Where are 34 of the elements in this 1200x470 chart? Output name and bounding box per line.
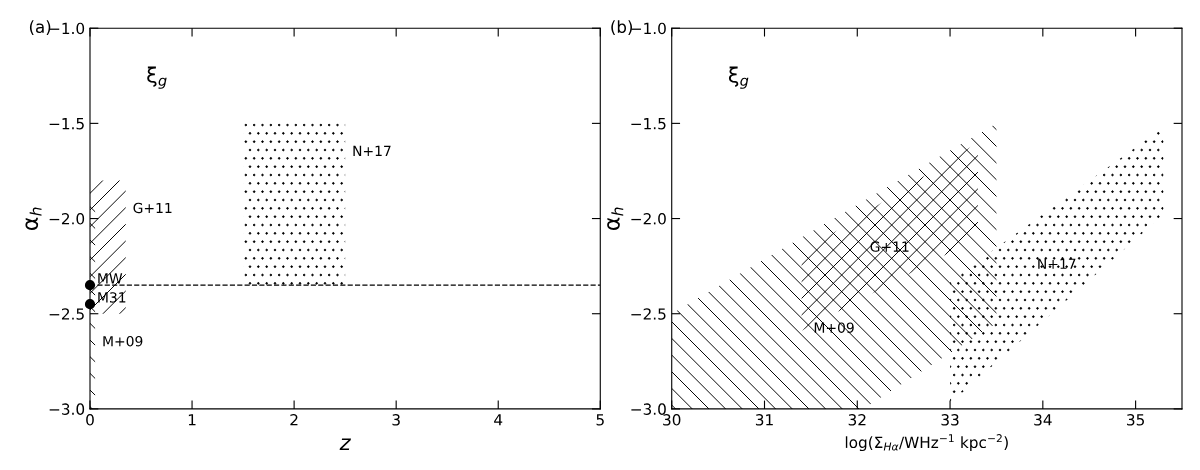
x-tick-label: 3 bbox=[392, 414, 400, 426]
x-tick-label: 35 bbox=[1127, 414, 1144, 426]
x-tick-label: 34 bbox=[1034, 414, 1052, 426]
annotation: M+09 bbox=[103, 335, 143, 347]
x-tick-label: 32 bbox=[848, 414, 866, 426]
annotation: ξ$_{g}$ bbox=[147, 66, 167, 89]
y-axis-title: α$_{h}$ bbox=[607, 207, 624, 230]
x-axis-title: log(Σ$_{Hα}$/WHz$^{−1}$ kpc$^{−2}$) bbox=[845, 434, 1008, 452]
x-axis-title: z bbox=[339, 438, 351, 450]
x-tick-label: 0 bbox=[86, 414, 94, 426]
y-tick-label: −1.0 bbox=[49, 22, 85, 35]
annotation: ξ$_{g}$ bbox=[728, 66, 749, 89]
y-tick-label: −1.0 bbox=[631, 22, 666, 35]
y-tick-label: −2.5 bbox=[631, 308, 666, 320]
y-tick-label: −3.0 bbox=[49, 403, 85, 415]
y-tick-label: −1.5 bbox=[631, 118, 666, 130]
x-tick-label: 33 bbox=[941, 414, 959, 426]
y-tick-label: −2.0 bbox=[49, 213, 85, 225]
x-tick-label: 2 bbox=[290, 414, 298, 426]
annotation: N+17 bbox=[353, 145, 391, 156]
x-tick-label: 31 bbox=[755, 414, 773, 426]
annotation: N+17 bbox=[1038, 258, 1076, 269]
chart-title: (b) bbox=[611, 20, 633, 35]
x-tick-label: 4 bbox=[494, 414, 503, 426]
chart-title: (a) bbox=[29, 20, 51, 35]
y-tick-label: −2.5 bbox=[49, 308, 84, 320]
y-tick-label: −1.5 bbox=[49, 118, 84, 130]
y-tick-label: −2.0 bbox=[631, 213, 666, 225]
x-tick-label: 5 bbox=[596, 414, 604, 426]
y-axis-title: α$_{h}$ bbox=[25, 207, 42, 230]
x-tick-label: 30 bbox=[663, 414, 681, 426]
annotation: G+11 bbox=[133, 202, 172, 214]
x-tick-label: 1 bbox=[188, 414, 196, 426]
y-tick-label: −3.0 bbox=[631, 403, 666, 415]
